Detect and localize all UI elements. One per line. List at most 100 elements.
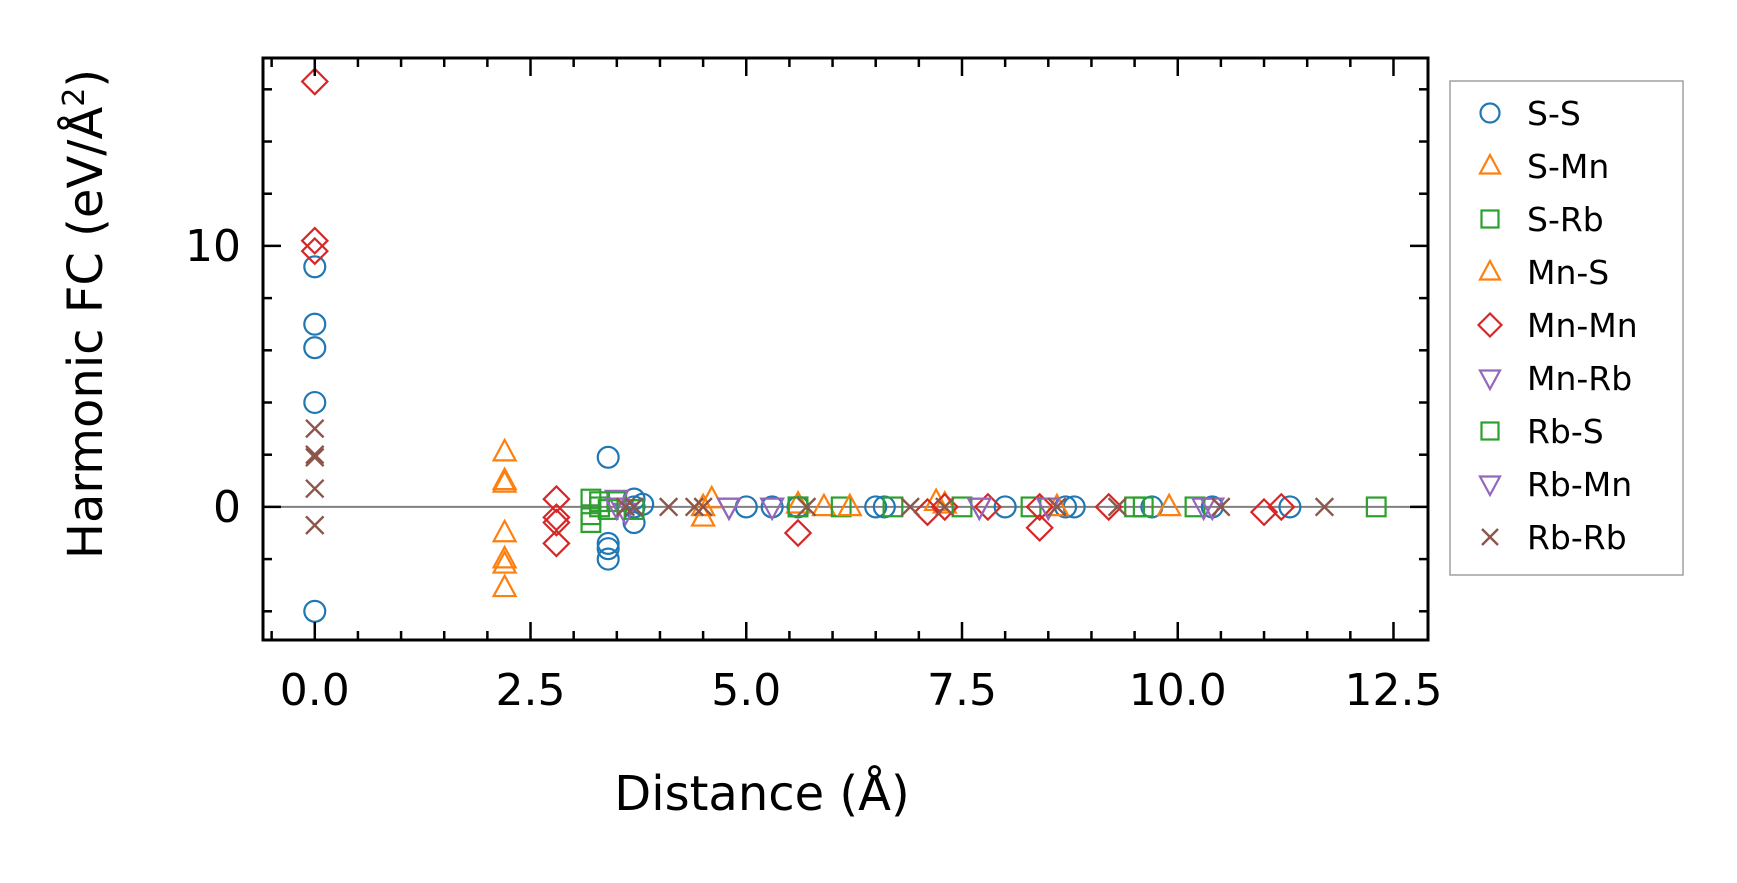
y-axis-label-close: ) <box>58 69 114 88</box>
data-point <box>624 497 644 517</box>
legend-label: Mn-S <box>1527 253 1609 292</box>
data-point <box>913 497 942 527</box>
legend-marker <box>1480 421 1500 441</box>
markers-layer <box>300 67 1387 623</box>
data-point <box>830 496 852 518</box>
legend-item-mn-rb: Mn-Rb <box>1478 359 1632 398</box>
data-point <box>1107 497 1127 517</box>
series-mn-mn <box>300 67 1296 558</box>
legend-marker <box>1480 209 1500 229</box>
data-point <box>973 492 1003 522</box>
legend-label: Mn-Mn <box>1527 306 1638 345</box>
data-point <box>305 447 325 467</box>
data-point <box>303 336 327 360</box>
data-point <box>542 484 571 514</box>
data-point <box>797 497 817 517</box>
data-point <box>882 496 904 518</box>
data-point <box>1094 492 1123 522</box>
data-point <box>1211 497 1231 517</box>
legend-item-s-mn: S-Mn <box>1478 147 1609 186</box>
data-point <box>1132 496 1154 518</box>
y-axis-label-main: Harmonic FC (eV/Å <box>57 107 114 560</box>
data-point <box>491 468 518 493</box>
data-point <box>615 497 636 517</box>
data-point <box>836 492 863 517</box>
legend-marker <box>1479 102 1501 124</box>
legend-marker <box>1478 258 1502 281</box>
x-tick-label: 0.0 <box>280 665 350 716</box>
legend-label: Mn-Rb <box>1527 359 1632 398</box>
legend-label: Rb-Mn <box>1527 465 1632 504</box>
data-point <box>783 518 813 548</box>
data-point <box>716 497 742 522</box>
data-point <box>811 492 837 517</box>
data-point <box>596 537 620 561</box>
legend-item-rb-s: Rb-S <box>1480 412 1604 451</box>
y-tick-label: 0 <box>213 482 241 533</box>
data-point <box>1020 496 1042 518</box>
data-point <box>300 236 329 266</box>
data-point <box>597 499 619 520</box>
x-tick-label: 10.0 <box>1129 665 1227 716</box>
data-point <box>491 518 518 543</box>
series-rb-s <box>589 491 1154 520</box>
plot-area-frame <box>261 56 1430 642</box>
y-axis-label: Harmonic FC (eV/Å2) <box>57 69 114 559</box>
x-tick-label: 5.0 <box>711 665 781 716</box>
data-point <box>1249 497 1279 527</box>
data-point <box>300 226 329 255</box>
data-point <box>303 390 327 415</box>
data-point <box>1365 496 1387 518</box>
data-point <box>623 499 645 520</box>
data-point <box>935 497 955 517</box>
data-point <box>303 312 327 336</box>
data-point <box>1047 497 1067 517</box>
data-point <box>491 573 518 598</box>
legend-marker <box>1478 152 1502 175</box>
data-point <box>684 497 705 517</box>
data-point <box>993 495 1017 519</box>
data-point <box>596 547 620 571</box>
data-point <box>698 484 725 509</box>
x-tick-label: 7.5 <box>927 665 997 716</box>
legend-item-mn-mn: Mn-Mn <box>1476 306 1638 345</box>
series-s-mn <box>491 437 1182 598</box>
legend-item-s-rb: S-Rb <box>1480 200 1604 239</box>
legend-label: Rb-Rb <box>1527 518 1627 557</box>
data-point <box>966 497 993 522</box>
data-point <box>491 544 518 569</box>
data-point <box>305 418 325 439</box>
legend-marker <box>1476 311 1504 339</box>
x-tick-label: 2.5 <box>496 665 566 716</box>
data-point <box>542 529 571 558</box>
series-rb-rb <box>305 418 1335 535</box>
legend-label: S-Mn <box>1527 147 1609 186</box>
legend-marker <box>1478 369 1502 392</box>
legend-marker <box>1481 528 1499 546</box>
y-axis-label-sup: 2 <box>57 88 92 107</box>
data-point <box>305 445 325 465</box>
data-point <box>491 437 518 462</box>
legend-marker <box>1478 475 1502 498</box>
legend-label: S-Rb <box>1527 200 1604 239</box>
legend-item-rb-mn: Rb-Mn <box>1478 465 1632 504</box>
data-point <box>864 495 888 519</box>
ticks-layer: 0.0 2.5 5.0 7.5 10.0 12.5 0 10 <box>185 58 1442 716</box>
legend-item-rb-rb: Rb-Rb <box>1481 518 1627 557</box>
data-point <box>1025 492 1054 522</box>
x-tick-label: 12.5 <box>1344 665 1442 716</box>
legend: S-S S-Mn S-Rb Mn-S Mn-Mn Mn-Rb Rb-S Rb-Mn Rb-Rb <box>1449 80 1684 576</box>
data-point <box>303 255 327 279</box>
legend-label: Rb-S <box>1527 412 1604 451</box>
legend-label: S-S <box>1527 94 1581 133</box>
data-point <box>596 445 620 469</box>
data-point <box>1156 492 1182 517</box>
data-point <box>300 67 329 96</box>
data-point <box>1278 495 1302 519</box>
data-point <box>1267 492 1296 522</box>
data-point <box>759 497 785 522</box>
x-axis-label: Distance (Å) <box>614 765 909 822</box>
data-point <box>491 466 518 491</box>
